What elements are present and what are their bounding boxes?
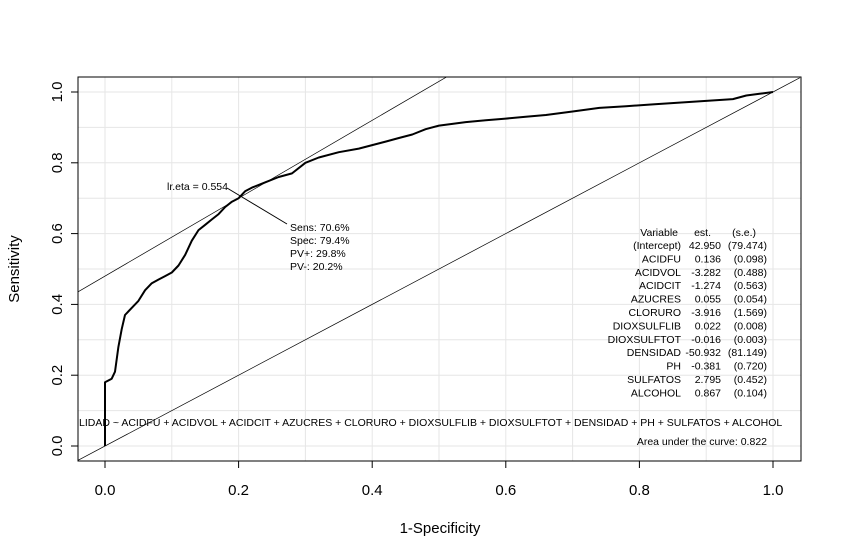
x-tick-label: 0.4	[362, 482, 383, 499]
table-cell-variable: DIOXSULFLIB	[613, 320, 681, 332]
x-tick-label: 0.0	[95, 482, 116, 499]
auc-label: Area under the curve: 0.822	[637, 436, 767, 448]
table-cell-se: (0.452)	[734, 374, 767, 386]
table-cell-variable: DIOXSULFTOT	[608, 334, 682, 346]
reference-line	[78, 77, 448, 292]
table-cell-est: 0.055	[695, 294, 721, 306]
table-cell-se: (0.720)	[734, 361, 767, 373]
table-cell-variable: ACIDCIT	[639, 280, 682, 292]
metric-label: Sens: 70.6%	[290, 222, 350, 234]
table-cell-est: -0.381	[691, 361, 721, 373]
table-cell-se: (1.569)	[734, 307, 767, 319]
x-axis: 0.0 0.2 0.4 0.6 0.8 1.0	[95, 461, 784, 499]
plot-frame	[77, 76, 802, 462]
reference-line	[78, 77, 800, 461]
table-header-est: est.	[694, 227, 711, 239]
table-cell-se: (79.474)	[728, 240, 767, 252]
table-cell-se: (0.008)	[734, 320, 767, 332]
table-cell-est: -3.282	[691, 267, 721, 279]
grid	[78, 77, 801, 461]
model-formula: LIDAD ~ ACIDFU + ACIDVOL + ACIDCIT + AZU…	[79, 417, 782, 429]
y-tick-label: 0.0	[49, 436, 66, 457]
roc-curve	[104, 91, 774, 446]
y-axis-title: Sensitivity	[6, 235, 23, 303]
metric-label: PV-: 20.2%	[290, 261, 343, 273]
x-tick-label: 0.2	[228, 482, 249, 499]
reference-lines	[78, 77, 800, 461]
table-cell-est: 2.795	[695, 374, 721, 386]
table-header-variable: Variable	[640, 227, 678, 239]
table-cell-variable: ACIDFU	[642, 253, 681, 265]
table-cell-se: (0.098)	[734, 253, 767, 265]
table-cell-est: 0.022	[695, 320, 721, 332]
roc-series-line	[104, 91, 774, 446]
x-tick-label: 0.6	[495, 482, 516, 499]
table-cell-se: (0.563)	[734, 280, 767, 292]
table-header-se: (s.e.)	[732, 227, 756, 239]
table-cell-est: 42.950	[689, 240, 721, 252]
table-cell-est: -0.016	[691, 334, 721, 346]
table-cell-se: (0.003)	[734, 334, 767, 346]
y-axis: 0.0 0.2 0.4 0.6 0.8 1.0	[49, 82, 78, 457]
x-axis-title: 1-Specificity	[400, 520, 481, 537]
table-cell-est: -3.916	[691, 307, 721, 319]
annotations: lr.eta = 0.554 Sens: 70.6%Spec: 79.4%PV+:…	[79, 181, 782, 448]
y-tick-label: 0.6	[49, 223, 66, 244]
metric-label: Spec: 79.4%	[290, 235, 350, 247]
table-cell-variable: CLORURO	[628, 307, 681, 319]
table-cell-se: (0.104)	[734, 387, 767, 399]
cutoff-label: lr.eta = 0.554	[167, 181, 228, 193]
table-cell-variable: SULFATOS	[627, 374, 681, 386]
table-cell-variable: ALCOHOL	[631, 387, 681, 399]
table-cell-est: -50.932	[685, 347, 721, 359]
y-tick-label: 1.0	[49, 82, 66, 103]
table-cell-variable: (Intercept)	[633, 240, 681, 252]
table-cell-est: -1.274	[691, 280, 721, 292]
table-cell-est: 0.136	[695, 253, 721, 265]
table-cell-se: (81.149)	[728, 347, 767, 359]
x-tick-label: 1.0	[763, 482, 784, 499]
table-cell-variable: PH	[666, 361, 681, 373]
table-cell-variable: AZUCRES	[631, 294, 681, 306]
y-tick-label: 0.4	[49, 294, 66, 315]
metric-label: PV+: 29.8%	[290, 248, 346, 260]
table-cell-est: 0.867	[695, 387, 721, 399]
y-tick-label: 0.2	[49, 365, 66, 386]
table-cell-variable: DENSIDAD	[627, 347, 682, 359]
y-tick-label: 0.8	[49, 152, 66, 173]
table-cell-se: (0.054)	[734, 294, 767, 306]
table-cell-variable: ACIDVOL	[635, 267, 681, 279]
table-cell-se: (0.488)	[734, 267, 767, 279]
x-tick-label: 0.8	[629, 482, 650, 499]
cutoff-pointer	[226, 187, 288, 225]
